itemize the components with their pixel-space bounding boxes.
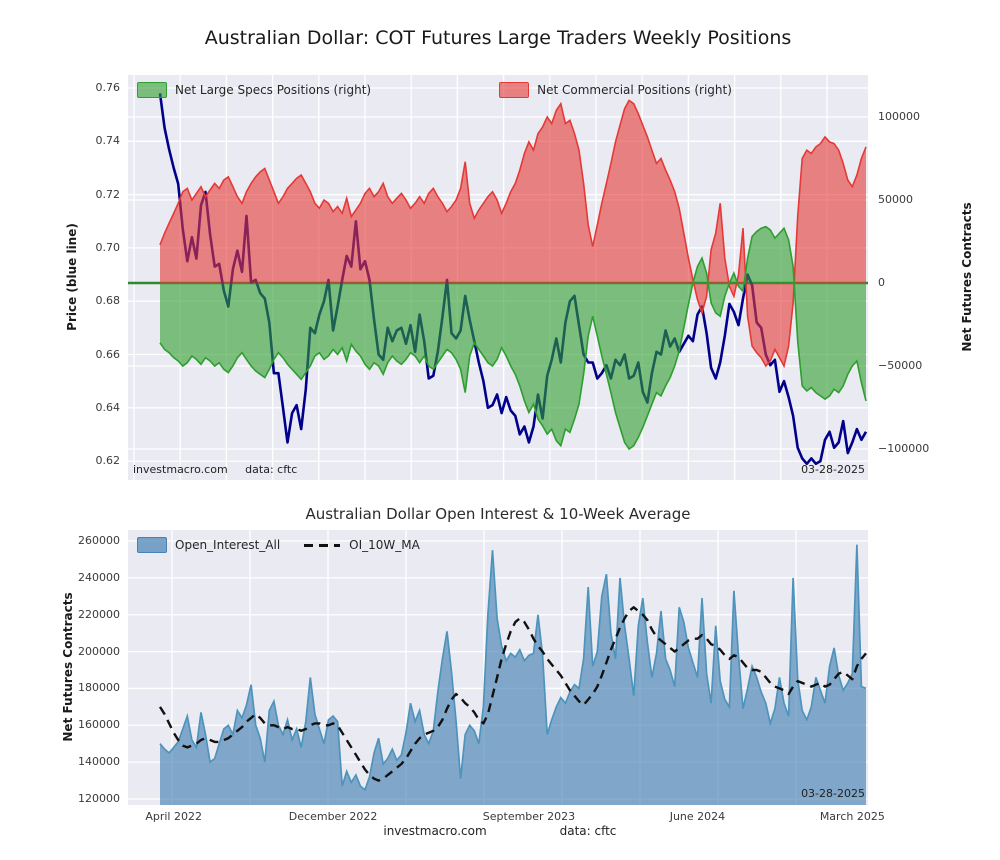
specs-legend-label: Net Large Specs Positions (right) (175, 83, 371, 97)
commercial-legend-label: Net Commercial Positions (right) (537, 83, 732, 97)
top-date-label: 03-28-2025 (801, 463, 865, 476)
ma-legend-label: OI_10W_MA (349, 538, 420, 552)
tick-label: 140000 (58, 755, 120, 768)
tick-label: 180000 (58, 681, 120, 694)
tick-label: 0.74 (58, 134, 120, 147)
tick-label: 0.68 (58, 294, 120, 307)
top-right-axis-label: Net Futures Contracts (960, 202, 974, 351)
source-text: data: cftc (245, 463, 297, 476)
top-chart-canvas (128, 75, 868, 480)
tick-label: 220000 (58, 608, 120, 621)
bottom-date-label: 03-28-2025 (801, 787, 865, 800)
open-interest-legend-label: Open_Interest_All (175, 538, 280, 552)
top-plot-area: investmacro.com data: cftc 03-28-2025 (128, 75, 868, 480)
tick-label: 0.66 (58, 348, 120, 361)
specs-legend-swatch (137, 82, 167, 98)
ma-legend-dash-sample (304, 544, 340, 547)
bottom-plot-area: 03-28-2025 (128, 530, 868, 805)
watermark-text: investmacro.com (133, 463, 228, 476)
tick-label: March 2025 (792, 810, 912, 823)
bottom-legend: Open_Interest_All OI_10W_MA (137, 537, 420, 553)
commercial-legend-swatch (499, 82, 529, 98)
top-left-axis-label: Price (blue line) (65, 223, 79, 331)
tick-label: June 2024 (637, 810, 757, 823)
bottom-chart-canvas (128, 530, 868, 805)
top-legend: Net Large Specs Positions (right) Net Co… (137, 82, 732, 98)
tick-label: 0.76 (58, 81, 120, 94)
open-interest-legend-swatch (137, 537, 167, 553)
figure: Australian Dollar: COT Futures Large Tra… (0, 0, 1000, 860)
tick-label: 0.62 (58, 454, 120, 467)
tick-label: −50000 (878, 359, 958, 372)
footer-source: data: cftc (560, 824, 617, 838)
bottom-plot-title: Australian Dollar Open Interest & 10-Wee… (128, 505, 868, 523)
tick-label: 260000 (58, 534, 120, 547)
top-watermark: investmacro.com data: cftc (133, 463, 297, 476)
tick-label: September 2023 (469, 810, 589, 823)
tick-label: December 2022 (273, 810, 393, 823)
tick-label: 200000 (58, 645, 120, 658)
tick-label: 240000 (58, 571, 120, 584)
tick-label: 0 (878, 276, 958, 289)
tick-label: 160000 (58, 718, 120, 731)
tick-label: 0.70 (58, 241, 120, 254)
tick-label: 0.72 (58, 188, 120, 201)
tick-label: −100000 (878, 442, 958, 455)
tick-label: 50000 (878, 193, 958, 206)
tick-label: 120000 (58, 792, 120, 805)
main-title: Australian Dollar: COT Futures Large Tra… (128, 27, 868, 49)
tick-label: 0.64 (58, 401, 120, 414)
tick-label: April 2022 (114, 810, 234, 823)
tick-label: 100000 (878, 110, 958, 123)
footer-watermark: investmacro.com (383, 824, 486, 838)
